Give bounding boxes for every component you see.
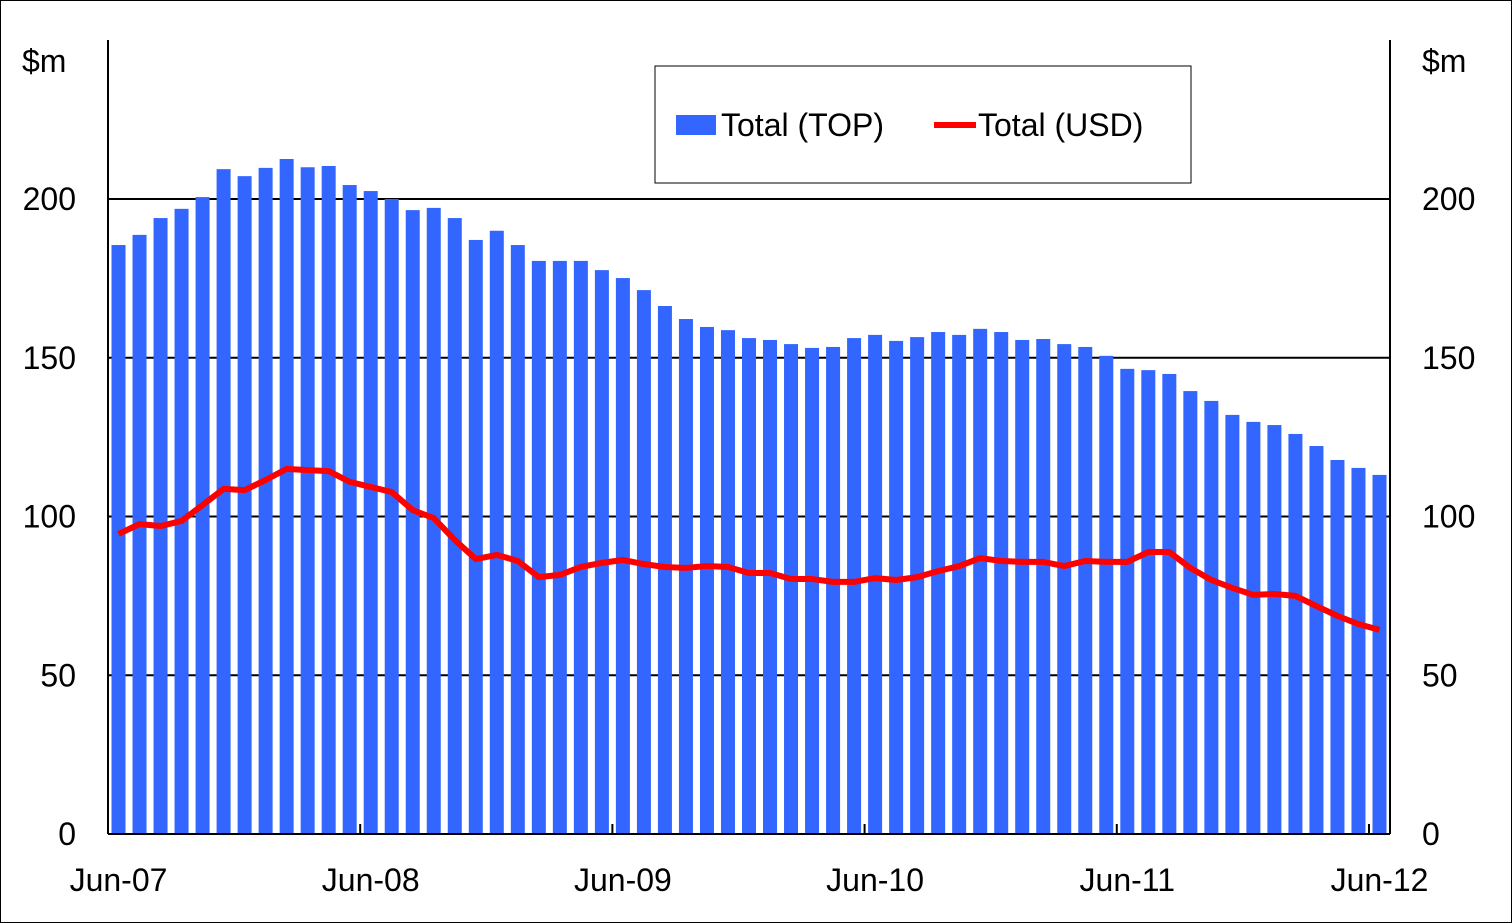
bar bbox=[784, 344, 799, 834]
bar bbox=[1267, 425, 1282, 834]
legend-box bbox=[654, 65, 1192, 184]
bar bbox=[510, 245, 525, 835]
bar bbox=[1141, 370, 1156, 834]
legend: Total (TOP) Total (USD) bbox=[654, 65, 1192, 184]
bar bbox=[447, 218, 462, 835]
bar bbox=[468, 239, 483, 834]
y-tick-label-left: 100 bbox=[23, 499, 76, 535]
bar bbox=[531, 260, 546, 835]
bar bbox=[405, 210, 420, 835]
bar bbox=[489, 230, 504, 834]
legend-label-usd: Total (USD) bbox=[978, 107, 1143, 143]
y-tick-label-right: 150 bbox=[1422, 340, 1475, 376]
bar bbox=[1204, 400, 1219, 834]
bar bbox=[300, 167, 315, 834]
y-tick-label-left: 0 bbox=[58, 816, 76, 852]
y-tick-label-right: 200 bbox=[1422, 181, 1475, 217]
bar bbox=[195, 197, 210, 835]
bar bbox=[1015, 339, 1030, 834]
bar bbox=[573, 260, 588, 835]
bar bbox=[720, 330, 735, 834]
bar bbox=[1162, 373, 1177, 834]
x-tick-label: Jun-07 bbox=[70, 862, 168, 898]
y-tick-label-right: 50 bbox=[1422, 657, 1458, 693]
y-tick-label-left: 150 bbox=[23, 340, 76, 376]
bar bbox=[994, 332, 1009, 834]
bar bbox=[1330, 459, 1345, 834]
bar bbox=[132, 234, 147, 834]
bar bbox=[805, 347, 820, 834]
bar bbox=[910, 337, 925, 834]
right-axis-unit: $m bbox=[1422, 43, 1466, 79]
bar bbox=[973, 328, 988, 834]
bar bbox=[1351, 467, 1366, 834]
left-axis-unit: $m bbox=[22, 43, 66, 79]
bar bbox=[321, 165, 336, 835]
bar bbox=[657, 305, 672, 834]
y-tick-label-right: 0 bbox=[1422, 816, 1440, 852]
x-tick-label: Jun-11 bbox=[1080, 862, 1175, 898]
bar bbox=[216, 169, 231, 834]
legend-bar-swatch bbox=[676, 115, 716, 135]
y-tick-label-right: 100 bbox=[1422, 499, 1475, 535]
bar bbox=[363, 191, 378, 834]
bar bbox=[763, 339, 778, 834]
bar bbox=[258, 167, 273, 834]
bar bbox=[594, 270, 609, 834]
bar bbox=[847, 338, 862, 834]
bar bbox=[111, 245, 126, 835]
bar bbox=[826, 346, 841, 834]
bar bbox=[952, 334, 967, 834]
bar bbox=[237, 176, 252, 834]
legend-label-top: Total (TOP) bbox=[721, 107, 884, 143]
bar bbox=[552, 260, 567, 835]
bar bbox=[1036, 339, 1051, 834]
bar bbox=[1372, 474, 1387, 834]
x-tick-label: Jun-08 bbox=[322, 862, 420, 898]
bar bbox=[1225, 414, 1240, 834]
bar bbox=[615, 278, 630, 834]
bar bbox=[342, 185, 357, 834]
bar bbox=[1057, 344, 1072, 834]
bar bbox=[279, 158, 294, 834]
bar bbox=[1246, 421, 1261, 834]
x-tick-label: Jun-10 bbox=[826, 862, 924, 898]
bar bbox=[1309, 446, 1324, 834]
bar bbox=[1099, 355, 1114, 834]
bar bbox=[868, 334, 883, 834]
y-tick-label-left: 50 bbox=[40, 657, 76, 693]
bar bbox=[1078, 346, 1093, 834]
bar bbox=[678, 319, 693, 834]
x-tick-label: Jun-12 bbox=[1331, 862, 1429, 898]
x-tick-label: Jun-09 bbox=[574, 862, 672, 898]
bar bbox=[742, 338, 756, 834]
y-tick-label-left: 200 bbox=[23, 181, 76, 217]
bar bbox=[931, 332, 946, 834]
bar bbox=[1288, 433, 1303, 834]
bar bbox=[889, 340, 904, 834]
bar bbox=[384, 199, 399, 834]
bar bbox=[699, 326, 714, 834]
bar bbox=[1120, 368, 1135, 834]
bar bbox=[1183, 391, 1198, 834]
